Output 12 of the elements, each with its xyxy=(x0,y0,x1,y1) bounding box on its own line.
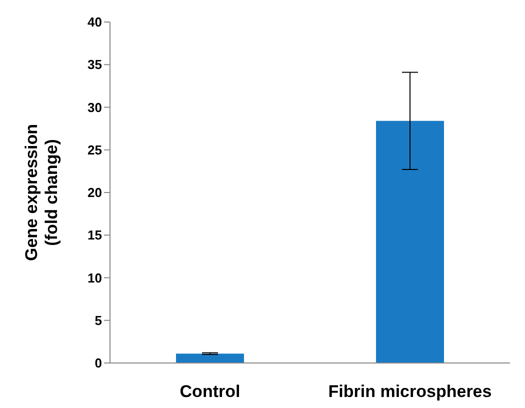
y-tick-label: 20 xyxy=(88,185,102,200)
y-tick-label: 35 xyxy=(88,57,102,72)
y-tick-label: 40 xyxy=(88,14,102,30)
y-tick-label: 25 xyxy=(88,142,102,158)
y-tick-label: 10 xyxy=(88,270,102,286)
y-tick-label: 0 xyxy=(94,356,102,371)
y-tick-label: 30 xyxy=(88,100,102,115)
y-tick-label: 15 xyxy=(88,228,102,243)
y-axis-title: Gene expression (fold change) xyxy=(22,124,61,262)
y-tick-label: 5 xyxy=(94,312,102,328)
x-tick-label: Fibrin microspheres xyxy=(328,382,492,402)
x-tick-label: Control xyxy=(180,382,240,402)
